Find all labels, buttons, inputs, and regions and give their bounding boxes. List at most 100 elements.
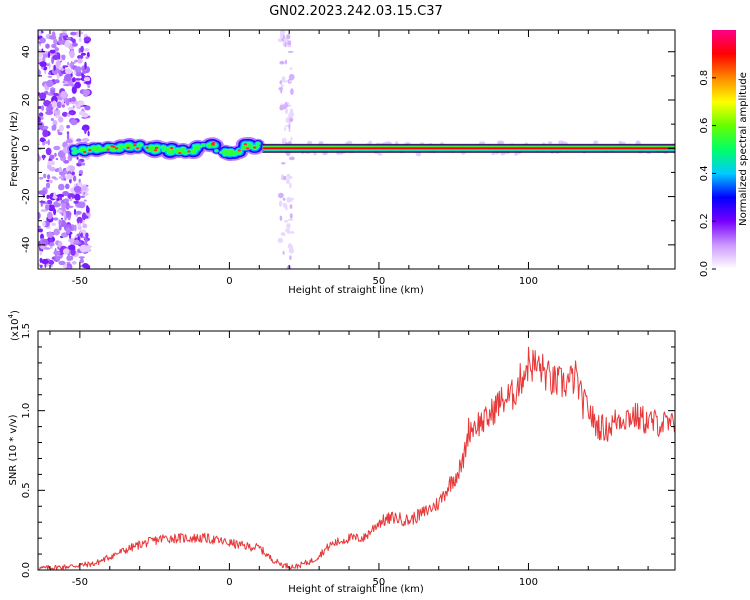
noise-speckle — [67, 61, 70, 66]
noise-speckle — [54, 47, 59, 52]
noise-speckle — [81, 162, 86, 166]
noise-speckle — [58, 36, 63, 41]
interference-speckle — [285, 117, 291, 123]
interference-speckle — [288, 117, 294, 123]
noise-speckle — [77, 201, 86, 209]
snr-ytick-label: 1.0 — [21, 403, 32, 419]
spectrogram-ytick-label: -40 — [21, 237, 32, 253]
noise-speckle — [53, 208, 57, 216]
noise-speckle — [38, 58, 43, 63]
interference-speckle — [281, 162, 286, 165]
noise-speckle — [68, 193, 71, 200]
colorbar-tick-label: 0.0 — [699, 261, 710, 277]
carrier-blob — [223, 149, 228, 153]
noise-speckle — [48, 72, 51, 75]
interference-speckle — [281, 76, 286, 83]
interference-speckle — [286, 223, 291, 229]
noise-speckle — [81, 186, 87, 191]
spectrogram-xtick-label: 0 — [226, 276, 232, 287]
interference-speckle — [285, 228, 290, 232]
noise-speckle — [38, 190, 47, 196]
noise-speckle — [60, 90, 68, 99]
carrier-blob — [126, 143, 132, 148]
carrier-peak — [110, 145, 114, 148]
noise-speckle — [53, 192, 56, 198]
noise-speckle — [42, 154, 45, 161]
interference-speckle — [278, 192, 284, 199]
carrier-blob — [161, 145, 166, 149]
noise-speckle — [61, 201, 67, 210]
interference-speckle — [279, 60, 285, 65]
noise-speckle — [84, 238, 88, 244]
noise-speckle — [53, 64, 56, 71]
noise-speckle — [55, 107, 59, 111]
noise-speckle — [85, 56, 89, 59]
noise-speckle — [53, 250, 61, 256]
snr-xtick-label: 100 — [519, 577, 538, 588]
noise-speckle — [47, 51, 51, 59]
noise-speckle — [84, 61, 87, 70]
noise-speckle — [63, 198, 70, 203]
noise-speckle — [76, 216, 83, 224]
noise-speckle — [42, 221, 46, 227]
noise-speckle — [73, 185, 82, 193]
noise-speckle — [61, 67, 64, 72]
colorbar-gradient — [712, 30, 736, 269]
carrier-blob — [250, 146, 254, 149]
snr-ytick-label: 1.5 — [21, 323, 32, 339]
noise-speckle — [58, 116, 64, 123]
noise-speckle — [75, 210, 82, 215]
noise-speckle — [66, 255, 72, 261]
interference-speckle — [279, 104, 284, 111]
noise-speckle — [48, 204, 55, 212]
noise-speckle — [54, 152, 57, 157]
noise-speckle — [66, 173, 73, 180]
interference-speckle — [288, 176, 293, 179]
noise-speckle — [45, 43, 50, 49]
spectrogram-ytick-label: -20 — [21, 188, 32, 204]
noise-speckle — [51, 222, 57, 226]
interference-speckle — [290, 88, 294, 95]
noise-speckle — [71, 171, 75, 176]
interference-speckle — [285, 107, 288, 115]
noise-speckle — [81, 124, 90, 132]
snr-ytick-label: 0.0 — [21, 562, 32, 578]
noise-speckle — [45, 141, 48, 144]
carrier-peak — [136, 147, 140, 150]
noise-speckle — [80, 232, 83, 238]
noise-speckle — [78, 256, 85, 259]
colorbar-tick-label: 0.6 — [699, 118, 710, 134]
spectrogram-ytick-label: 40 — [21, 45, 32, 58]
noise-speckle — [53, 92, 60, 97]
noise-speckle — [66, 36, 72, 40]
noise-speckle — [73, 239, 80, 245]
noise-speckle — [43, 173, 47, 179]
carrier-blob — [98, 148, 103, 151]
carrier-halo — [346, 140, 353, 145]
noise-speckle — [77, 101, 85, 106]
carrier-blob — [201, 144, 205, 147]
noise-speckle — [49, 154, 55, 160]
noise-speckle — [58, 176, 63, 179]
noise-speckle — [74, 66, 82, 73]
noise-speckle — [40, 138, 46, 142]
interference-speckle — [287, 218, 294, 221]
noise-speckle — [58, 183, 65, 191]
noise-speckle — [71, 261, 77, 265]
noise-speckle — [58, 260, 66, 266]
noise-speckle — [85, 232, 89, 238]
carrier-peak — [83, 150, 87, 154]
noise-speckle — [63, 159, 70, 164]
noise-speckle — [38, 155, 41, 162]
interference-speckle — [279, 80, 283, 85]
noise-speckle — [40, 209, 48, 212]
noise-speckle — [83, 199, 87, 202]
interference-speckle — [284, 219, 288, 223]
carrier-peak — [155, 146, 159, 150]
noise-speckle — [50, 87, 56, 90]
svg-text:(x104): (x104) — [7, 310, 21, 341]
carrier-blob — [96, 145, 101, 149]
noise-speckle — [62, 80, 66, 84]
noise-speckle — [80, 257, 84, 261]
